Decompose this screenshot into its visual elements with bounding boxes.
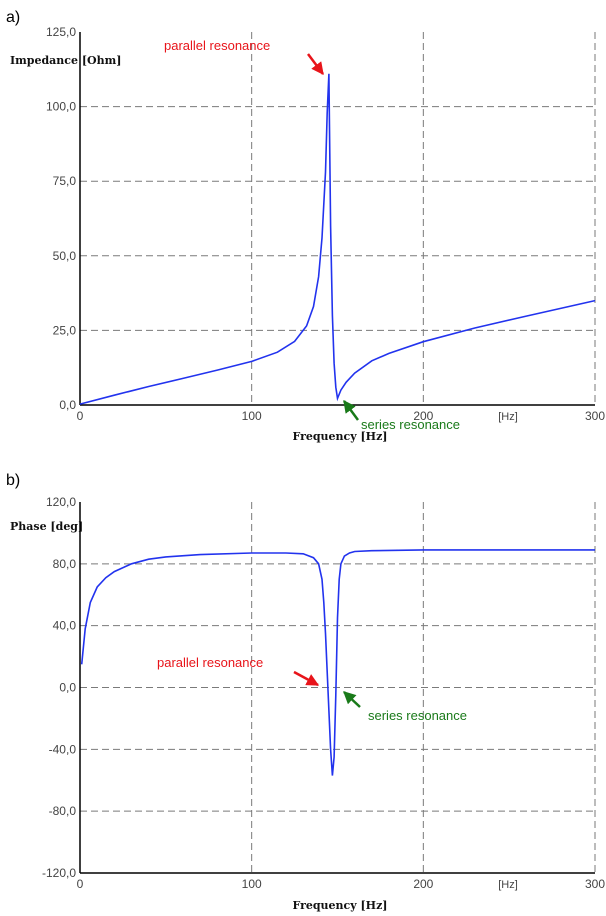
phase-chart: b) Phase [deg] Frequency [Hz] [Hz] 0 100 2…	[6, 472, 605, 912]
phase-y-tick-label: -120,0	[42, 866, 76, 880]
parallel-resonance-arrow-b	[293, 670, 320, 687]
impedance-series-line	[79, 73, 596, 405]
impedance-y-tick-label: 50,0	[53, 249, 77, 263]
phase-x-tick-label: 300	[585, 877, 605, 891]
phase-x-axis-title: Frequency [Hz]	[292, 899, 387, 912]
series-resonance-arrow-b	[343, 691, 361, 708]
series-resonance-label-a: series resonance	[361, 417, 460, 432]
impedance-x-tick-label: 300	[585, 409, 605, 423]
phase-y-tick-label: 120,0	[46, 495, 76, 509]
impedance-x-tick-label: 0	[77, 409, 84, 423]
impedance-tick-labels: 0 100 200 300 0,0 25,0 50,0 75,0 100,0 125,0	[46, 25, 605, 423]
phase-y-tick-label: 40,0	[53, 619, 77, 633]
series-resonance-label-b: series resonance	[368, 708, 467, 723]
phase-series-line	[80, 549, 595, 776]
impedance-y-tick-label: 100,0	[46, 100, 76, 114]
impedance-x-unit-label: [Hz]	[498, 411, 518, 423]
parallel-resonance-label-b: parallel resonance	[157, 655, 263, 670]
phase-x-tick-label: 0	[77, 877, 84, 891]
phase-y-tick-label: -40,0	[49, 742, 77, 756]
phase-y-tick-label: 80,0	[53, 557, 77, 571]
impedance-y-tick-label: 125,0	[46, 25, 76, 39]
phase-tick-labels: 0 100 200 300 -120,0 -80,0 -40,0 0,0 40,0 80,0 120…	[42, 495, 605, 891]
impedance-y-axis-title: Impedance [Ohm]	[10, 54, 121, 67]
phase-x-tick-label: 100	[242, 877, 262, 891]
parallel-resonance-arrow-a	[307, 53, 324, 75]
impedance-x-tick-label: 200	[413, 409, 433, 423]
phase-x-tick-label: 200	[413, 877, 433, 891]
series-resonance-arrow-a	[342, 399, 360, 421]
parallel-resonance-label-a: parallel resonance	[164, 38, 270, 53]
panel-label-b: b)	[6, 472, 20, 489]
phase-y-tick-label: 0,0	[59, 681, 76, 695]
impedance-y-tick-label: 75,0	[53, 174, 77, 188]
panel-label-a: a)	[6, 9, 20, 26]
phase-x-unit-label: [Hz]	[498, 879, 518, 891]
impedance-y-tick-label: 0,0	[59, 398, 76, 412]
impedance-y-tick-label: 25,0	[53, 323, 77, 337]
impedance-chart: a) Impedance [Ohm] Frequency [Hz] [Hz] 0…	[6, 9, 605, 443]
impedance-gridlines	[80, 32, 596, 405]
phase-y-axis-title: Phase [deg]	[10, 520, 83, 533]
impedance-x-axis-title: Frequency [Hz]	[292, 430, 387, 443]
impedance-x-tick-label: 100	[242, 409, 262, 423]
phase-y-tick-label: -80,0	[49, 804, 77, 818]
